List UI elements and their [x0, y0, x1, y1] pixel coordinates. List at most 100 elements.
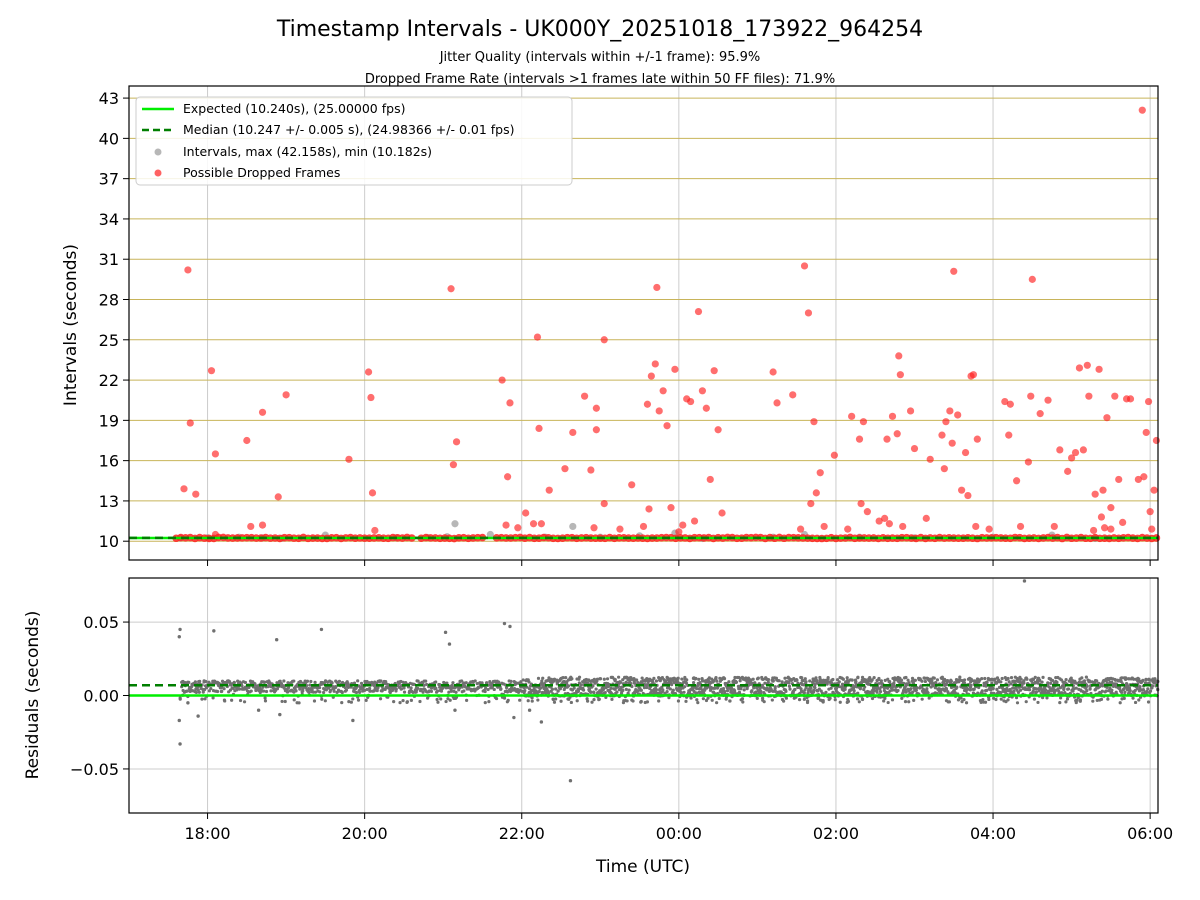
residual-point: [483, 701, 487, 705]
dropped-point: [807, 500, 815, 508]
residual-point: [642, 686, 647, 690]
residual-point: [1091, 699, 1095, 703]
residual-point: [359, 681, 364, 685]
dropped-point: [883, 435, 891, 443]
legend-label-intervals: Intervals, max (42.158s), min (10.182s): [183, 144, 432, 159]
residual-point: [955, 685, 959, 689]
dropped-point: [881, 514, 889, 522]
residual-point: [375, 688, 379, 693]
dropped-point: [718, 509, 726, 517]
residual-outlier: [351, 718, 355, 723]
residual-point: [343, 686, 347, 690]
y-tick-label: 22: [99, 371, 119, 390]
residual-point: [398, 701, 402, 705]
residual-point: [220, 689, 224, 693]
residual-point: [518, 698, 522, 702]
residual-point: [435, 697, 439, 702]
residual-point: [824, 690, 828, 694]
dropped-point: [1028, 275, 1036, 283]
residual-point: [715, 686, 720, 690]
residual-point: [651, 679, 655, 683]
residual-point: [803, 677, 807, 681]
residual-point: [1043, 688, 1048, 692]
residual-point: [800, 676, 804, 680]
dropped-point: [180, 485, 188, 493]
residual-point: [399, 687, 404, 691]
dropped-point: [969, 371, 978, 379]
x-tick-label: 18:00: [184, 824, 230, 843]
residual-point: [409, 686, 413, 690]
residual-point: [605, 677, 610, 681]
residual-point: [694, 676, 698, 681]
residual-point: [388, 690, 392, 695]
residual-point: [1056, 687, 1060, 691]
residual-outlier: [274, 637, 279, 642]
residual-point: [230, 698, 234, 702]
dropped-point: [587, 466, 595, 474]
residual-point: [609, 686, 613, 690]
residual-point: [301, 689, 305, 693]
residual-point: [269, 689, 273, 693]
residual-point: [351, 697, 355, 701]
residual-point: [572, 686, 576, 690]
residual-point: [696, 701, 700, 705]
residual-point: [559, 699, 563, 703]
residual-point: [483, 689, 487, 694]
residual-point: [1040, 680, 1044, 684]
dropped-point: [1044, 396, 1052, 404]
residual-point: [576, 689, 580, 693]
residual-point: [506, 698, 510, 702]
residual-point: [232, 680, 236, 684]
residual-point: [618, 680, 623, 685]
residual-point: [1088, 687, 1092, 691]
residual-point: [773, 686, 777, 691]
dropped-point: [667, 504, 675, 512]
residual-point: [1105, 685, 1109, 689]
dropped-point: [1144, 397, 1153, 406]
residual-point: [318, 690, 322, 694]
y-tick-label: −0.05: [70, 760, 119, 779]
residual-point: [367, 681, 371, 685]
dropped-point: [506, 399, 514, 407]
dropped-point: [647, 372, 655, 380]
y-axis-label-intervals: Intervals (seconds): [61, 244, 81, 406]
residual-point: [793, 687, 797, 692]
residual-point: [1036, 700, 1040, 705]
residual-point: [1018, 688, 1023, 692]
residual-point: [991, 686, 995, 690]
dropped-point: [449, 461, 458, 469]
residual-point: [906, 678, 910, 682]
residual-point: [985, 688, 989, 692]
dropped-point: [1148, 525, 1156, 533]
dropped-point: [687, 397, 695, 406]
residual-point: [368, 686, 372, 691]
residual-point: [900, 696, 904, 701]
residual-outlier: [212, 629, 216, 633]
residual-point: [416, 686, 420, 691]
residual-point: [661, 689, 665, 693]
dropped-point: [706, 475, 714, 484]
residual-point: [527, 687, 532, 691]
residual-point: [913, 678, 917, 682]
residual-point: [592, 677, 596, 681]
residual-point: [993, 677, 997, 681]
dropped-point: [1122, 395, 1131, 403]
residual-point: [1059, 696, 1063, 700]
residual-point: [1050, 678, 1055, 683]
residual-point: [282, 679, 286, 683]
residual-point: [707, 676, 711, 680]
residual-point: [203, 697, 207, 701]
residual-point: [689, 696, 693, 700]
dropped-point: [663, 422, 671, 430]
residual-point: [812, 688, 816, 692]
dropped-point: [671, 365, 679, 373]
residual-point: [591, 684, 595, 688]
residual-point: [434, 680, 438, 684]
residual-point: [697, 677, 701, 681]
dropped-point: [690, 517, 699, 525]
residual-point: [1110, 688, 1114, 692]
residual-point: [473, 679, 477, 683]
residual-point: [309, 679, 313, 684]
residual-point: [1128, 689, 1132, 693]
residual-point: [999, 680, 1003, 684]
